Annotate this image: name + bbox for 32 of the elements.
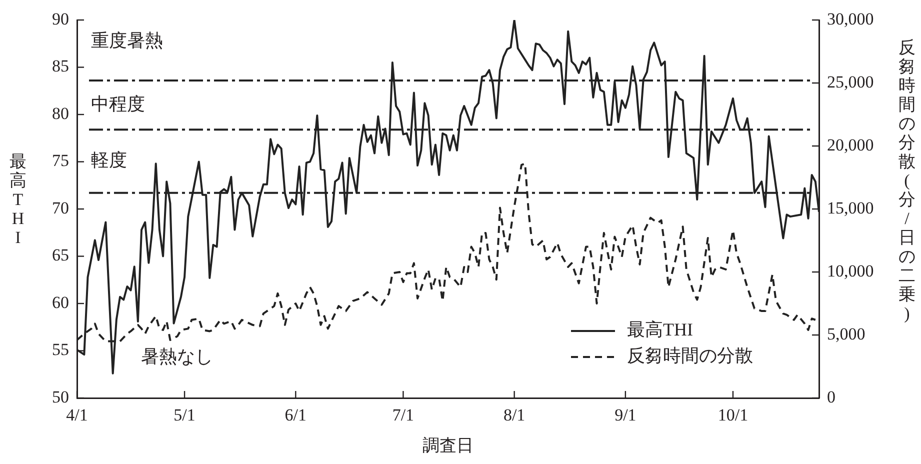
y-tick-label: 70 xyxy=(52,198,69,218)
y2-tick-label: 25,000 xyxy=(827,72,874,92)
y2-tick-label: 15,000 xyxy=(827,198,874,218)
legend-label: 反芻時間の分散 xyxy=(627,346,753,366)
y-tick-label: 65 xyxy=(52,246,69,265)
y-tick-label: 55 xyxy=(52,340,69,360)
y2-tick-label: 0 xyxy=(827,387,836,406)
x-axis-title: 調査日 xyxy=(422,435,474,457)
x-tick-label: 8/1 xyxy=(503,406,526,425)
x-tick-label: 9/1 xyxy=(614,406,636,425)
y-tick-label: 50 xyxy=(52,387,69,406)
y2-tick-label: 20,000 xyxy=(827,135,874,154)
x-tick-label: 10/1 xyxy=(718,406,748,425)
annotation: 軽度 xyxy=(91,150,127,170)
y2-tick-label: 5,000 xyxy=(827,324,866,344)
y-tick-label: 60 xyxy=(52,292,69,312)
annotation: 暑熱なし xyxy=(141,346,213,367)
x-tick-label: 6/1 xyxy=(284,406,307,425)
y-tick-label: 80 xyxy=(52,104,69,123)
x-tick-label: 7/1 xyxy=(392,406,414,425)
y-tick-label: 85 xyxy=(52,56,69,76)
x-tick-label: 5/1 xyxy=(174,406,196,425)
y2-tick-label: 30,000 xyxy=(827,9,874,28)
annotation: 中程度 xyxy=(91,94,145,114)
y-tick-label: 75 xyxy=(52,151,69,170)
x-tick-label: 4/1 xyxy=(66,406,88,425)
y2-tick-label: 10,000 xyxy=(827,261,874,280)
text: 反芻時間の分散(分/日の二乗) xyxy=(898,38,916,323)
y-tick-label: 90 xyxy=(52,9,69,28)
annotation: 重度暑熱 xyxy=(91,30,163,51)
legend-label: 最高THI xyxy=(627,320,693,340)
y-axis-title: 最高THI xyxy=(8,152,28,246)
